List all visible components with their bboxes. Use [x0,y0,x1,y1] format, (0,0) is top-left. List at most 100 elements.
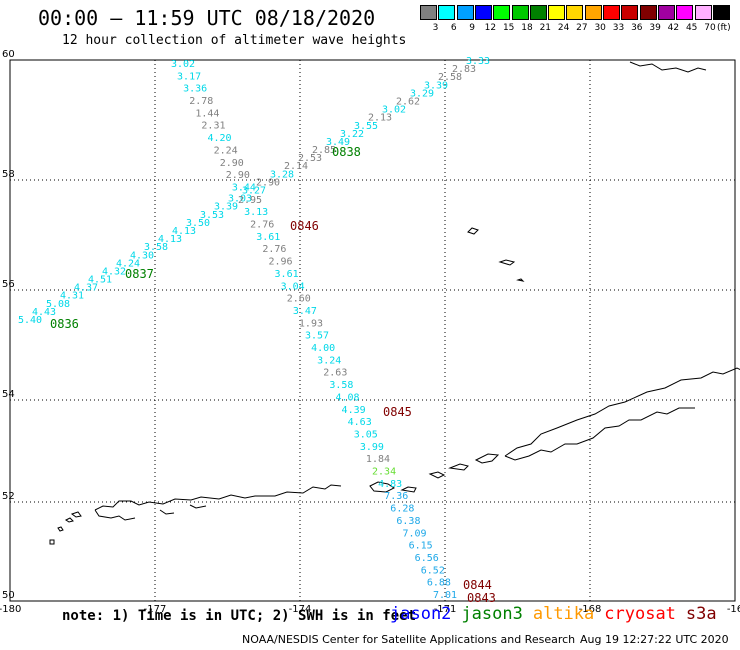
scale-tick-label: 36 [631,23,643,33]
scale-swatch [657,5,675,20]
track-a-value: 3.22 [340,129,364,140]
track-a-value: 4.32 [102,266,126,277]
scale-tick-label: 9 [469,23,475,33]
footer-note: note: 1) Time is in UTC; 2) SWH is in fe… [62,608,417,624]
track-a-value: 3.28 [270,169,294,180]
track-b-value: 2.31 [201,121,225,132]
latitude-label: 52 [2,491,15,502]
track-a-value: 5.40 [18,315,42,326]
small-western-islets [49,511,82,545]
scale-tick-label: 27 [576,23,588,33]
track-a-value: 3.29 [410,88,434,99]
track-b-value: 3.02 [171,59,195,70]
track-a-value: 3.33 [466,56,490,67]
track-b-value: 4.20 [208,133,232,144]
track-b-value: 6.28 [390,504,414,515]
scale-tick-label: 3 [432,23,439,33]
latitude-label: 58 [2,169,15,180]
track-b-value: 4.08 [335,392,359,403]
map-frame [9,59,736,602]
track-b-value: 3.61 [256,232,280,243]
scale-swatch [639,5,657,20]
pass-time-label: 0843 [467,591,496,605]
track-b-value: 7.36 [384,491,408,502]
track-a-value: 2.58 [438,72,462,83]
track-a-value: 4.37 [74,283,98,294]
track-a-value: 2.62 [396,96,420,107]
track-b-value: 3.04 [281,281,305,292]
aleutian-islands-east [369,367,740,493]
track-b-value: 3.58 [329,380,353,391]
track-b-value: 4.00 [311,343,335,354]
track-a-value: 4.13 [158,234,182,245]
track-b-value: 3.05 [354,429,378,440]
axis-labels: -180 -177 -174 -171 -168 -16 60 58 56 54 52 50 [0,49,740,615]
lat-lon-grid [10,60,735,601]
scale-tick-label: 30 [594,23,606,33]
track-b-value: 3.44 [232,182,256,193]
track-a-value: 2.53 [298,153,322,164]
generated-timestamp: Aug 19 12:27:22 UTC 2020 [580,633,729,646]
track-a-value: 4.31 [60,291,84,302]
scale-swatch [511,5,529,20]
track-a-value: 2.90 [256,177,280,188]
scale-swatch [584,5,602,20]
scale-swatch [621,5,639,20]
satellite-track-a: 3.332.832.583.393.292.623.022.133.553.22… [18,56,490,326]
pass-time-label: 0836 [50,317,79,331]
track-b-value: 2.63 [323,368,347,379]
track-a-value: 3.58 [144,242,168,253]
track-a-value: 3.53 [200,210,224,221]
scale-tick-label: 18 [521,23,533,33]
track-a-value: 3.03 [228,194,252,205]
track-b-value: 2.60 [287,294,311,305]
pass-time-label: 0837 [125,267,154,281]
track-a-value: 4.13 [172,226,196,237]
track-b-value: 7.01 [433,590,457,601]
map-title: 00:00 – 11:59 UTC 08/18/2020 [38,6,376,30]
pass-time-label: 0844 [463,578,492,592]
track-b-value: 3.99 [360,442,384,453]
scale-tick-label: 42 [667,23,680,33]
credit-line: NOAA/NESDIS Center for Satellite Applica… [242,633,576,646]
track-a-value: 3.02 [382,105,406,116]
aleutian-islands-west [94,484,342,521]
scale-swatch [676,5,694,20]
track-a-value: 3.49 [326,137,350,148]
longitude-label: -168 [579,604,602,615]
track-a-value: 4.30 [130,250,154,261]
mission-legend-item: cryosat [604,604,676,624]
longitude-label: -180 [0,604,21,615]
track-b-value: 6.52 [421,565,445,576]
track-b-value: 7.09 [402,528,426,539]
track-a-value: 2.85 [312,145,336,156]
latitude-label: 50 [2,590,15,601]
track-a-value: 3.39 [424,80,448,91]
track-a-value: 3.39 [214,202,238,213]
scale-tick-label: 15 [502,23,515,33]
pass-time-label: 0845 [383,405,412,419]
scale-tick-label: 12 [484,23,497,33]
track-b-value: 1.44 [195,108,219,119]
mission-legend-item: s3a [685,604,717,624]
track-b-value: 4.39 [342,405,366,416]
track-b-value: 1.84 [366,454,390,465]
track-b-value: 3.17 [177,71,201,82]
coastline [49,61,740,545]
track-a-value: 2.83 [452,64,476,75]
track-b-value: 2.76 [250,220,274,231]
scale-tick-label: 6 [450,23,457,33]
track-b-value: 2.90 [220,158,244,169]
scale-tick-label: 45 [685,23,698,33]
track-b-value: 1.93 [299,318,323,329]
track-b-value: 6.15 [409,541,433,552]
scale-swatch [529,5,547,20]
track-a-value: 4.24 [116,258,140,269]
satellite-track-b: 3.023.173.362.781.442.314.202.242.902.90… [171,59,457,601]
track-b-value: 2.90 [226,170,250,181]
track-b-value: 2.96 [268,257,292,268]
track-b-value: 2.95 [238,195,262,206]
pass-time-label: 0846 [290,219,319,233]
